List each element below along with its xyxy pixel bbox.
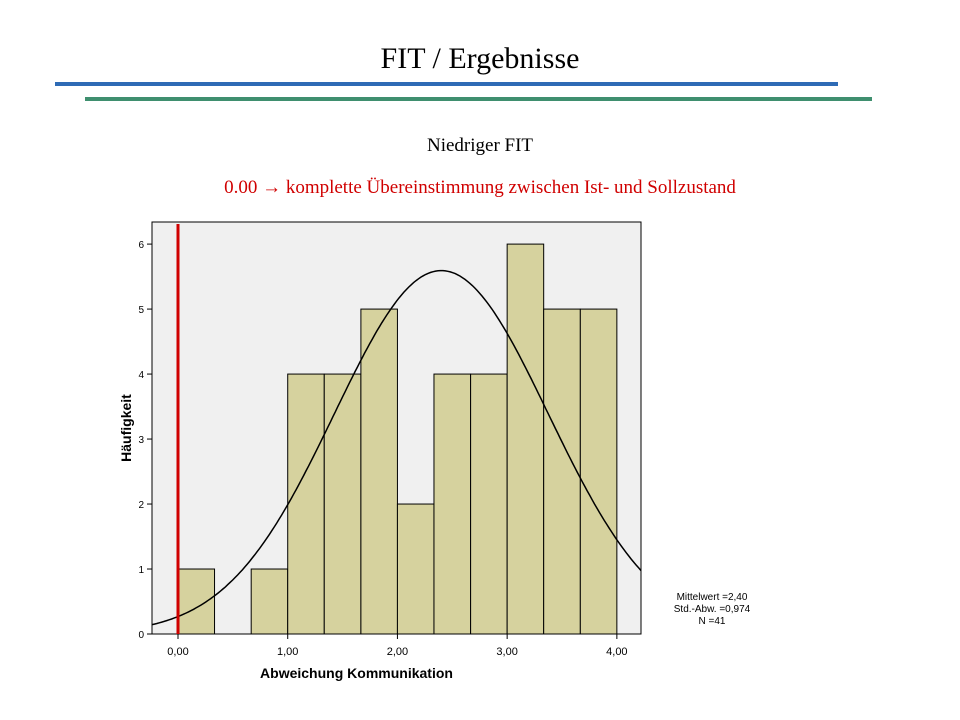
x-tick-label: 4,00 bbox=[606, 646, 627, 658]
bar bbox=[543, 308, 581, 635]
normal-curve bbox=[152, 269, 641, 626]
slide-subtitle: Niedriger FIT bbox=[427, 135, 533, 156]
bar bbox=[433, 373, 472, 635]
bar bbox=[250, 568, 289, 635]
y-tick-label: 4 bbox=[138, 370, 144, 381]
bar bbox=[360, 308, 398, 635]
bar bbox=[323, 373, 362, 635]
y-tick-label: 0 bbox=[138, 630, 144, 641]
x-tick-label: 2,00 bbox=[387, 646, 408, 658]
y-tick-label: 6 bbox=[138, 240, 144, 251]
bar bbox=[579, 308, 618, 635]
x-axis-label: Abweichung Kommunikation bbox=[260, 665, 453, 681]
y-tick-label: 2 bbox=[138, 500, 144, 511]
bar bbox=[287, 373, 325, 635]
x-tick-label: 0,00 bbox=[167, 646, 188, 658]
fit-stat: Std.-Abw. =0,974 bbox=[674, 604, 751, 615]
bar bbox=[396, 503, 435, 635]
x-tick-label: 1,00 bbox=[277, 646, 298, 658]
fit-stat: N =41 bbox=[699, 616, 726, 627]
y-tick-label: 1 bbox=[138, 565, 144, 576]
y-tick-label: 5 bbox=[138, 305, 144, 316]
bar bbox=[506, 243, 545, 635]
fit-stat: Mittelwert =2,40 bbox=[677, 592, 748, 603]
bar bbox=[177, 568, 216, 635]
x-tick-label: 3,00 bbox=[496, 646, 517, 658]
slide-title: FIT / Ergebnisse bbox=[381, 42, 580, 75]
y-tick-label: 3 bbox=[138, 435, 144, 446]
chart: 0 1 2 3 4 5 6 0,00 1,00 2,00 3,00 4,00 Mittelwert =2… bbox=[118, 224, 751, 681]
bar bbox=[470, 373, 508, 635]
y-axis-label: Häufigkeit bbox=[118, 394, 134, 462]
slide-note: 0.00 → komplette Übereinstimmung zwische… bbox=[224, 177, 736, 198]
